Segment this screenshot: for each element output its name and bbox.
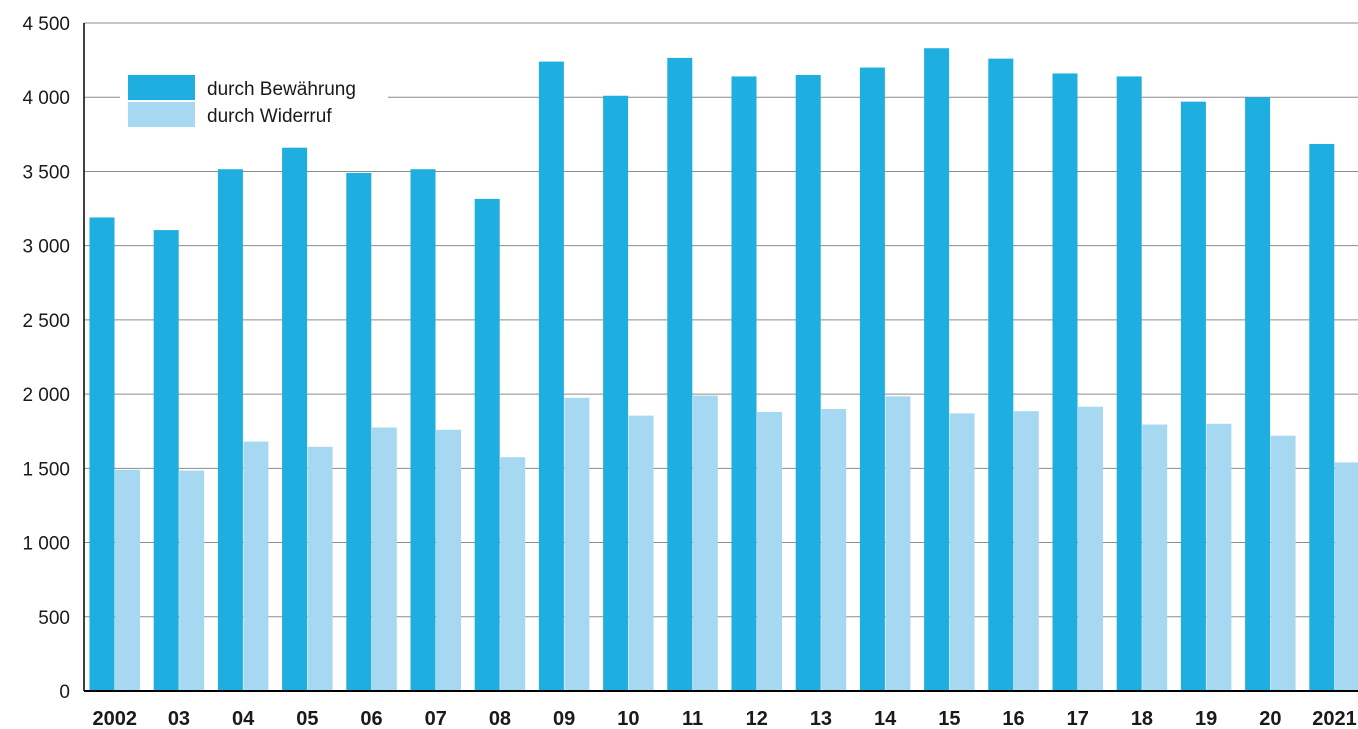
y-axis-ticks: 0 500 1 000 1 500 2 000 2 500 3 000 3 500 4 000 4… bbox=[22, 14, 70, 703]
x-tick-label: 04 bbox=[232, 708, 255, 729]
y-tick-label: 500 bbox=[38, 608, 70, 629]
bar-bewaehrung-03 bbox=[153, 230, 179, 691]
x-tick-label: 13 bbox=[810, 708, 832, 729]
bar-widerruf-2021 bbox=[1334, 462, 1358, 691]
bar-widerruf-09 bbox=[564, 397, 590, 691]
bar-bewaehrung-16 bbox=[988, 58, 1014, 692]
bar-bewaehrung-13 bbox=[795, 74, 821, 691]
y-tick-label: 2 000 bbox=[22, 385, 70, 406]
x-tick-label: 15 bbox=[938, 708, 960, 729]
bar-widerruf-20 bbox=[1270, 435, 1296, 691]
legend-label-bewaehrung: durch Bewährung bbox=[207, 79, 356, 100]
bars bbox=[89, 48, 1358, 692]
bar-bewaehrung-14 bbox=[859, 67, 885, 692]
bar-widerruf-19 bbox=[1206, 423, 1232, 691]
bar-widerruf-15 bbox=[949, 413, 975, 691]
bar-widerruf-17 bbox=[1078, 406, 1103, 691]
x-tick-label: 12 bbox=[746, 708, 768, 729]
bar-bewaehrung-2021 bbox=[1309, 143, 1335, 691]
x-tick-label: 06 bbox=[360, 708, 382, 729]
legend: durch Bewährung durch Widerruf bbox=[120, 70, 388, 132]
bar-bewaehrung-15 bbox=[924, 48, 950, 692]
bar-widerruf-08 bbox=[500, 457, 526, 691]
bar-widerruf-04 bbox=[243, 441, 269, 691]
x-tick-label: 03 bbox=[168, 708, 190, 729]
x-tick-label: 17 bbox=[1067, 708, 1089, 729]
bar-widerruf-14 bbox=[885, 396, 911, 691]
y-tick-label: 1 000 bbox=[22, 534, 70, 555]
x-tick-label: 07 bbox=[425, 708, 447, 729]
y-tick-label: 3 500 bbox=[22, 162, 70, 183]
legend-swatch-bewaehrung bbox=[128, 75, 195, 100]
x-tick-label: 09 bbox=[553, 708, 575, 729]
bar-widerruf-18 bbox=[1142, 424, 1168, 691]
x-tick-label: 08 bbox=[489, 708, 511, 729]
bar-bewaehrung-19 bbox=[1180, 101, 1206, 692]
bar-widerruf-13 bbox=[821, 408, 847, 691]
bar-widerruf-11 bbox=[692, 395, 718, 691]
x-tick-label: 11 bbox=[682, 708, 703, 729]
bar-bewaehrung-09 bbox=[538, 61, 564, 691]
x-tick-label: 2002 bbox=[93, 708, 138, 729]
bar-bewaehrung-17 bbox=[1052, 73, 1078, 691]
x-tick-label: 16 bbox=[1002, 708, 1024, 729]
bar-bewaehrung-06 bbox=[346, 172, 372, 691]
bar-bewaehrung-12 bbox=[731, 76, 757, 691]
y-tick-label: 3 000 bbox=[22, 237, 70, 258]
bar-bewaehrung-04 bbox=[217, 169, 243, 691]
legend-label-widerruf: durch Widerruf bbox=[207, 106, 332, 127]
bar-bewaehrung-08 bbox=[474, 198, 500, 691]
bar-widerruf-06 bbox=[371, 427, 397, 691]
bar-widerruf-10 bbox=[628, 415, 654, 691]
bar-widerruf-07 bbox=[436, 429, 461, 691]
bar-bewaehrung-07 bbox=[410, 169, 436, 691]
bar-bewaehrung-18 bbox=[1116, 76, 1142, 691]
bar-bewaehrung-2002 bbox=[89, 217, 115, 691]
x-tick-label: 20 bbox=[1259, 708, 1281, 729]
x-tick-label: 10 bbox=[617, 708, 639, 729]
x-tick-label: 05 bbox=[296, 708, 318, 729]
bar-widerruf-05 bbox=[307, 446, 333, 691]
bar-bewaehrung-20 bbox=[1245, 97, 1271, 691]
x-tick-label: 14 bbox=[874, 708, 897, 729]
legend-swatch-widerruf bbox=[128, 102, 195, 127]
y-tick-label: 0 bbox=[59, 682, 70, 703]
y-tick-label: 4 000 bbox=[22, 88, 70, 109]
x-tick-label: 2021 bbox=[1312, 708, 1357, 729]
bar-bewaehrung-11 bbox=[667, 57, 693, 691]
bar-widerruf-12 bbox=[757, 411, 782, 691]
bar-widerruf-2002 bbox=[115, 469, 140, 691]
x-tick-label: 18 bbox=[1131, 708, 1153, 729]
bar-widerruf-16 bbox=[1013, 411, 1039, 691]
y-tick-label: 1 500 bbox=[22, 459, 70, 480]
y-tick-label: 4 500 bbox=[22, 14, 70, 35]
bar-bewaehrung-05 bbox=[282, 147, 308, 691]
bar-bewaehrung-10 bbox=[603, 95, 629, 691]
bar-widerruf-03 bbox=[179, 470, 205, 691]
y-tick-label: 2 500 bbox=[22, 311, 70, 332]
x-axis-ticks: 2002 03 04 05 06 07 08 09 10 11 12 13 14 15 16 17 18 19 20… bbox=[93, 708, 1357, 729]
x-tick-label: 19 bbox=[1195, 708, 1217, 729]
